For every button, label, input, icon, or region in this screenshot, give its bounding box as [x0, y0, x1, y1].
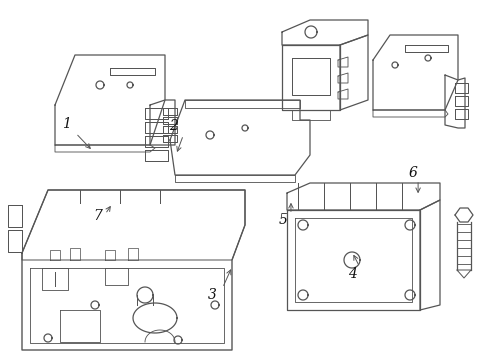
Text: 3: 3: [208, 288, 217, 302]
Text: 1: 1: [61, 117, 70, 131]
Text: 4: 4: [347, 267, 356, 280]
Text: 5: 5: [279, 213, 287, 226]
Text: 2: 2: [169, 119, 178, 133]
Text: 7: 7: [93, 209, 102, 223]
Text: 6: 6: [408, 166, 417, 180]
